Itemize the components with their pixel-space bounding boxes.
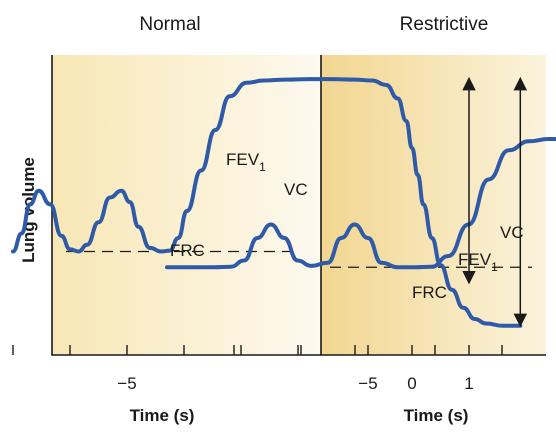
axis-lines-normal (51, 55, 321, 356)
x-ticks-normal: −5 0 1 (12, 345, 474, 393)
axis-lines-restrictive (320, 55, 546, 356)
x-axis-title-restrictive: Time (s) (404, 406, 469, 425)
x-axis-title-normal: Time (s) (130, 406, 195, 425)
fev1-label-normal: FEV1 (226, 150, 266, 174)
fev1-label-normal-main: FEV (226, 150, 260, 169)
vc-label-restrictive: VC (500, 223, 524, 242)
volume-curve-normal (11, 77, 523, 328)
fev1-label-normal-subscript: 1 (259, 160, 266, 174)
frc-label-restrictive: FRC (412, 283, 447, 302)
fev1-label-restrictive-subscript: 1 (491, 260, 498, 274)
panel-background-restrictive (321, 55, 546, 355)
panel-title-restrictive: Restrictive (400, 14, 489, 35)
panel-background-normal (52, 55, 321, 355)
x-tick-label-normal: 1 (464, 374, 473, 393)
vc-label-normal: VC (284, 180, 308, 199)
x-tick-label-normal: −5 (117, 374, 136, 393)
x-ticks-restrictive: −5 0 1 (233, 345, 503, 393)
frc-label-normal: FRC (170, 241, 205, 260)
panel-title-normal: Normal (139, 14, 200, 35)
x-tick-label-normal: 0 (407, 374, 416, 393)
fev1-label-restrictive-main: FEV (458, 250, 492, 269)
fev1-label-restrictive: FEV1 (458, 250, 498, 274)
x-tick-label-restrictive: −5 (358, 374, 377, 393)
